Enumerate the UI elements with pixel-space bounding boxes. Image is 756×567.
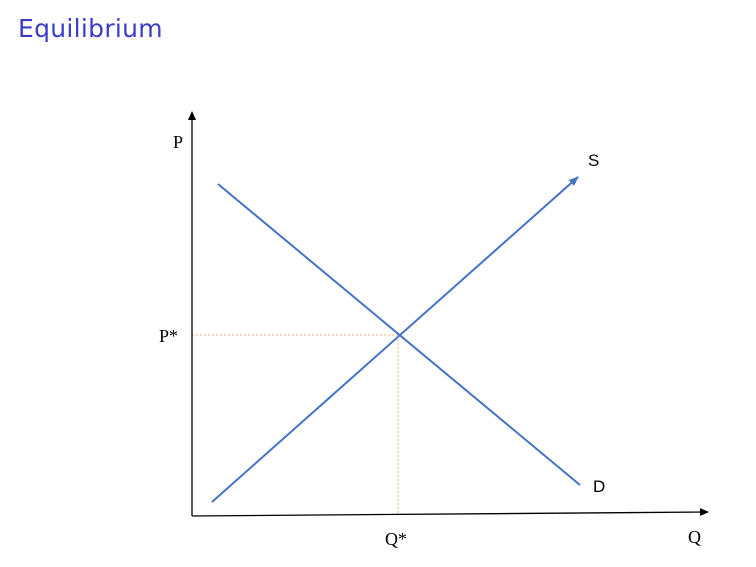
slide-title: Equilibrium (18, 14, 163, 43)
y-axis-label: P (173, 132, 183, 152)
x-axis (191, 508, 709, 517)
x-axis-label: Q (688, 527, 701, 547)
supply-curve-label: S (588, 151, 599, 170)
supply-curve (211, 176, 579, 503)
equilibrium-quantity-label: Q* (385, 529, 407, 549)
equilibrium-price-label: P* (159, 326, 178, 346)
demand-curve (217, 183, 581, 486)
demand-curve-label: D (593, 477, 605, 496)
